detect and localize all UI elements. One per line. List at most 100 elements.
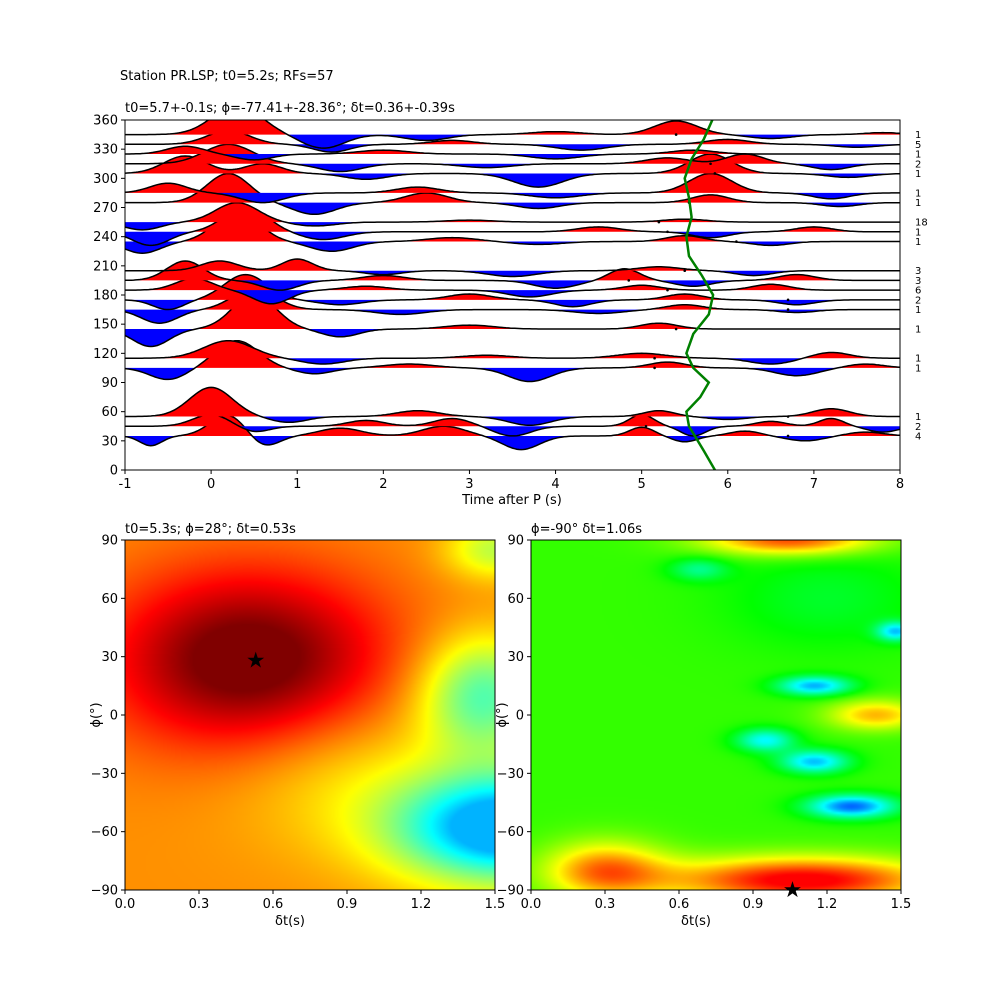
top-xtick-label: 1 [293,477,301,492]
trace-count-label: 18 [915,218,928,229]
rf-trace [125,277,900,305]
trace-count-label: 1 [915,305,921,316]
rf-trace [125,172,900,216]
left-heatmap-ytick-label: −90 [91,884,118,899]
rf-pick-dot [709,162,712,166]
left-heatmap-ytick-label: 60 [101,592,118,607]
left-heatmap-ylabel: ϕ(°) [89,702,104,727]
rf-pick-dot [666,288,669,292]
rf-pick-dot [666,230,669,234]
rf-trace-positive-fill [125,210,900,242]
rf-pick-dot [653,356,656,360]
trace-count-label: 1 [915,188,921,199]
right-heatmap-ytick-label: 90 [507,534,524,549]
trace-count-label: 2 [915,159,921,170]
right-heatmap-best-star: ★ [783,878,803,903]
rf-trace-line [125,273,900,311]
right-heatmap-ytick-label: 0 [516,709,524,724]
right-heatmap-xtick-label: 0.6 [669,897,690,912]
rf-trace-negative-fill [125,241,900,254]
receiver-function-panel: t0=5.7+-0.1s; ϕ=-77.41+-28.36°; δt=0.36+… [93,101,928,508]
rf-trace-positive-fill [125,415,900,436]
right-heatmap-ytick-label: 60 [507,592,524,607]
top-xtick-label: 6 [724,477,732,492]
top-ytick-label: 300 [93,172,118,187]
trace-count-label: 3 [915,276,921,287]
rf-trace-negative-fill [125,436,900,450]
top-xtick-label: 2 [379,477,387,492]
left-heatmap-xtick-label: 0.0 [115,897,136,912]
trace-count-label: 1 [915,363,921,374]
rf-trace-negative-fill [125,202,900,215]
trace-count-label: 1 [915,237,921,248]
rf-trace-positive-fill [125,259,900,271]
rf-trace-line [125,386,900,427]
left-heatmap-ytick-label: −60 [91,825,118,840]
rf-pick-dot [657,220,661,224]
rf-trace-negative-fill [125,416,900,426]
rf-trace-negative-fill [125,290,900,304]
left-heatmap-xtick-label: 1.2 [411,897,432,912]
rf-pick-dot [786,415,790,418]
rf-trace-positive-fill [125,202,900,223]
rf-trace-negative-fill [125,270,900,277]
rf-pick-dot [644,424,648,428]
rf-trace-positive-fill [125,154,900,174]
left-heatmap-xtick-label: 0.6 [263,897,284,912]
top-panel-xlabel: Time after P (s) [461,493,562,508]
left-heatmap-ytick-label: 30 [101,650,118,665]
rf-pick-dot [674,327,678,331]
rf-pick-dot [627,279,631,282]
right-heatmap-xlabel: δt(s) [681,914,711,929]
left-heatmap-image [125,540,495,890]
right-heatmap-ytick-label: −90 [497,884,524,899]
top-xtick-label: 3 [465,477,473,492]
rf-pick-dot [735,240,738,243]
figure-suptitle: Station PR.LSP; t0=5.2s; RFs=57 [120,69,334,84]
rf-trace-negative-fill [125,222,900,230]
rf-trace-positive-fill [125,387,900,417]
top-ytick-label: 180 [93,289,118,304]
rf-trace-line [125,153,900,188]
rf-trace [125,414,900,451]
rf-pick-dot [674,133,678,136]
rf-trace-line [125,413,900,437]
rf-trace-line [125,129,900,153]
right-heatmap-xtick-label: 0.0 [521,897,542,912]
top-ytick-label: 60 [101,405,118,420]
rf-pick-dot [786,298,790,302]
trace-count-label: 1 [915,227,921,238]
right-heatmap-xtick-label: 1.2 [817,897,838,912]
top-panel-title: t0=5.7+-0.1s; ϕ=-77.41+-28.36°; δt=0.36+… [125,101,455,116]
rf-trace-positive-fill [125,146,900,154]
rf-trace-line [125,260,900,291]
moveout-curve [683,120,716,470]
rf-trace-positive-fill [125,278,900,291]
rf-trace-negative-fill [125,163,900,172]
rf-trace [125,413,900,437]
trace-count-label: 3 [915,266,921,277]
top-ytick-label: 210 [93,259,118,274]
rf-trace [125,339,900,365]
trace-count-label: 1 [915,169,921,180]
left-heatmap-ytick-label: 0 [110,709,118,724]
rf-trace-negative-fill [125,173,900,188]
left-heatmap-axes: 0.0 0.3 0.6 0.9 1.2 1.5 90 60 30 0 −30 −60 −90 [91,534,506,913]
rf-trace-negative-fill [125,367,900,382]
heatmap-left-panel: t0=5.3s; ϕ=28°; δt=0.53s 0.0 0.3 0.6 0.9 1.2… [89,522,505,929]
left-heatmap-xtick-label: 1.5 [485,897,506,912]
rf-trace-line [125,172,900,216]
trace-count-label: 4 [915,431,921,442]
rf-trace [125,273,900,311]
right-heatmap-image [531,540,901,890]
top-ytick-label: 120 [93,347,118,362]
rf-trace-negative-fill [125,231,900,246]
rf-pick-dot [713,172,717,175]
top-ytick-label: 30 [101,434,118,449]
rf-trace-positive-fill [125,130,900,145]
top-ytick-label: 0 [110,464,118,479]
rf-trace-negative-fill [125,192,900,203]
right-heatmap-xtick-label: 1.5 [891,897,912,912]
rf-trace-line [125,172,900,204]
trace-count-label: 2 [915,422,921,433]
